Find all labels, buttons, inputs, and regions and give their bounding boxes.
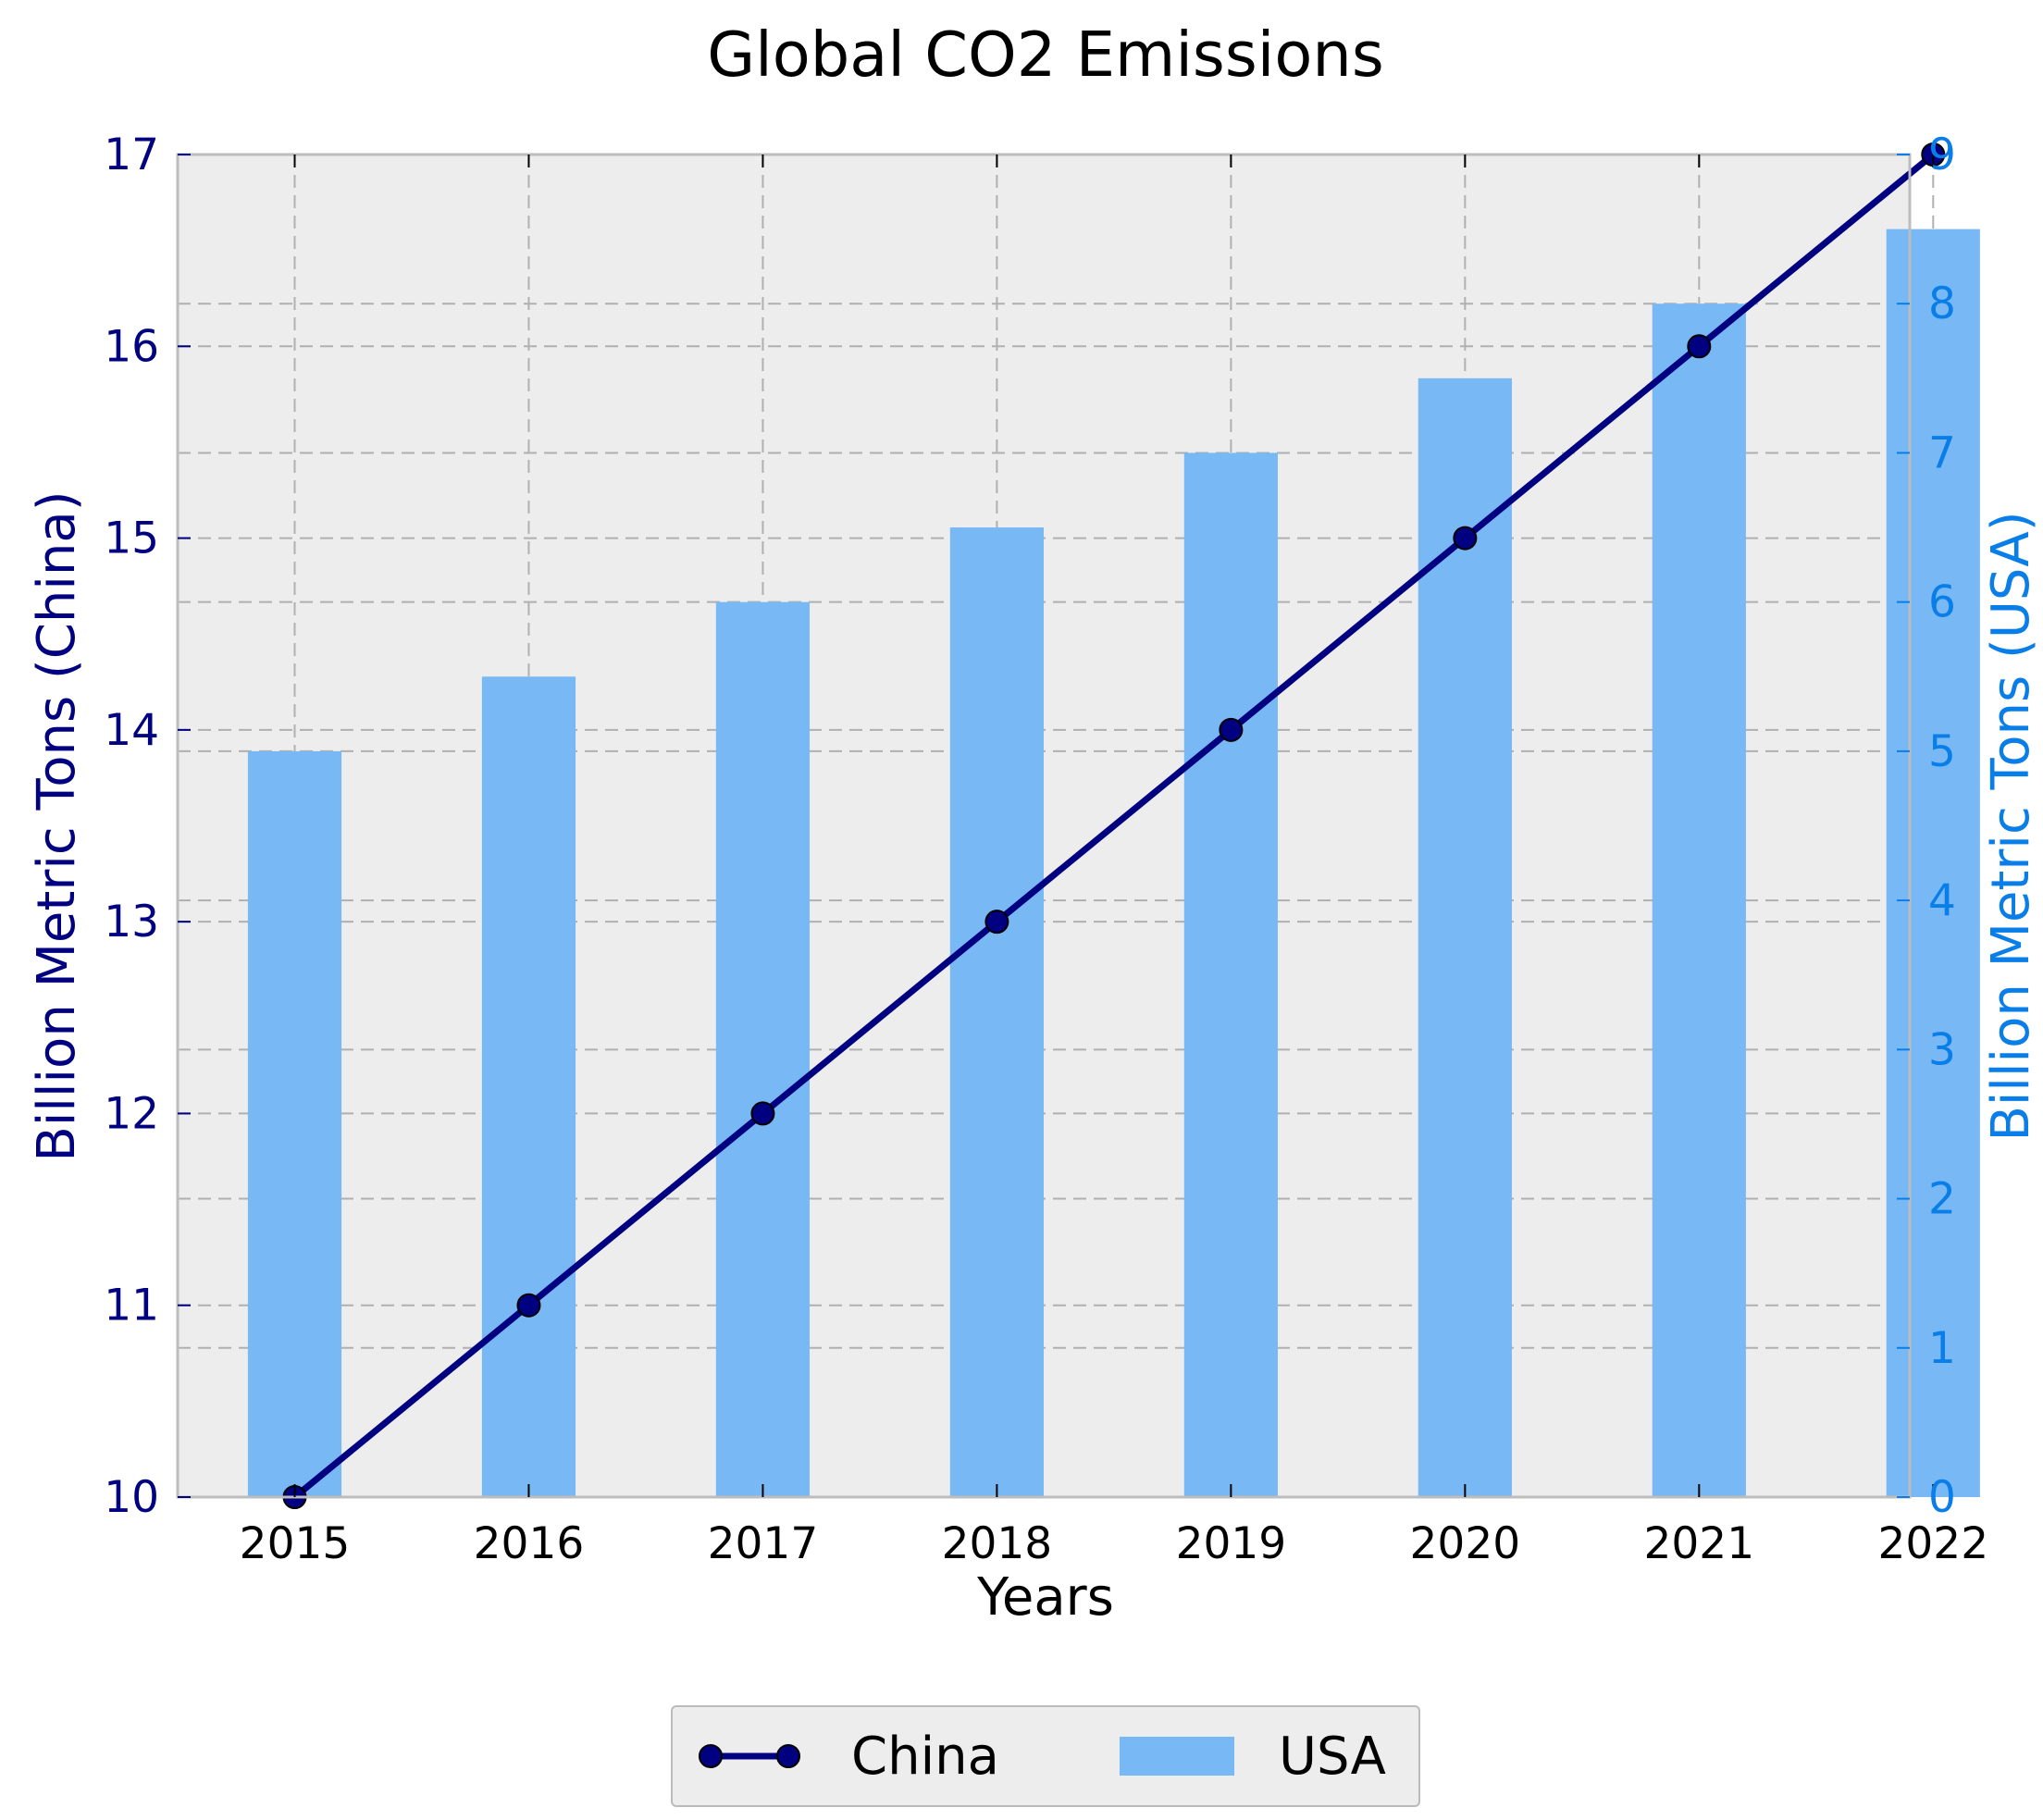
usa-bar bbox=[1183, 452, 1278, 1497]
legend-usa-label: USA bbox=[1279, 1727, 1386, 1787]
china-point bbox=[1687, 334, 1712, 359]
china-point bbox=[516, 1293, 541, 1318]
y-left-tick-label: 10 bbox=[104, 1472, 159, 1523]
x-tick-label: 2015 bbox=[240, 1518, 351, 1569]
y-axis-right-label: Billion Metric Tons (USA) bbox=[1981, 511, 2041, 1141]
y-axis-left-label: Billion Metric Tons (China) bbox=[27, 490, 87, 1161]
china-point bbox=[1219, 717, 1244, 742]
legend-usa-swatch bbox=[1120, 1737, 1234, 1776]
x-tick-label: 2020 bbox=[1410, 1518, 1521, 1569]
x-tick-label: 2017 bbox=[708, 1518, 819, 1569]
usa-bar bbox=[715, 601, 811, 1497]
axis-ticks: 2015 2016 2017 2018 2019 2020 2021 202210111213… bbox=[104, 130, 1988, 1569]
y-right-tick-label: 8 bbox=[1928, 279, 1956, 329]
legend: China USA bbox=[671, 1705, 1420, 1807]
chart-title: Global CO2 Emissions bbox=[707, 19, 1383, 91]
x-tick-label: 2018 bbox=[942, 1518, 1053, 1569]
legend-china-marker bbox=[776, 1744, 800, 1768]
x-tick-label: 2019 bbox=[1176, 1518, 1287, 1569]
china-point bbox=[984, 910, 1009, 935]
y-left-tick-label: 12 bbox=[104, 1088, 159, 1139]
y-left-tick-label: 11 bbox=[104, 1281, 159, 1331]
usa-bar bbox=[949, 527, 1044, 1497]
usa-bar bbox=[481, 676, 576, 1497]
china-point bbox=[750, 1101, 775, 1126]
usa-bar bbox=[1886, 229, 1980, 1498]
y-right-tick-label: 9 bbox=[1928, 130, 1956, 180]
y-left-tick-label: 16 bbox=[104, 321, 159, 372]
x-axis-label: Years bbox=[976, 1567, 1114, 1628]
y-right-tick-label: 1 bbox=[1928, 1323, 1956, 1374]
x-tick-label: 2021 bbox=[1644, 1518, 1755, 1569]
usa-bar bbox=[247, 750, 342, 1497]
y-left-tick-label: 13 bbox=[104, 897, 159, 947]
y-left-tick-label: 14 bbox=[104, 705, 159, 756]
y-right-tick-label: 5 bbox=[1928, 726, 1956, 777]
y-right-tick-label: 2 bbox=[1928, 1174, 1956, 1225]
y-right-tick-label: 6 bbox=[1928, 577, 1956, 628]
y-right-tick-label: 4 bbox=[1928, 875, 1956, 926]
y-right-tick-label: 7 bbox=[1928, 427, 1956, 478]
legend-china-marker bbox=[699, 1744, 723, 1768]
y-left-tick-label: 17 bbox=[104, 130, 159, 180]
china-line bbox=[292, 152, 1936, 1500]
y-left-tick-label: 15 bbox=[104, 514, 159, 564]
y-right-tick-label: 3 bbox=[1928, 1024, 1956, 1075]
usa-bar bbox=[1652, 303, 1746, 1498]
x-tick-label: 2022 bbox=[1877, 1518, 1988, 1569]
legend-box bbox=[671, 1705, 1420, 1807]
y-right-tick-label: 0 bbox=[1928, 1472, 1956, 1523]
x-tick-label: 2016 bbox=[474, 1518, 585, 1569]
plot-frame bbox=[176, 153, 1912, 1499]
legend-china-label: China bbox=[851, 1727, 999, 1787]
china-point bbox=[1453, 526, 1478, 551]
